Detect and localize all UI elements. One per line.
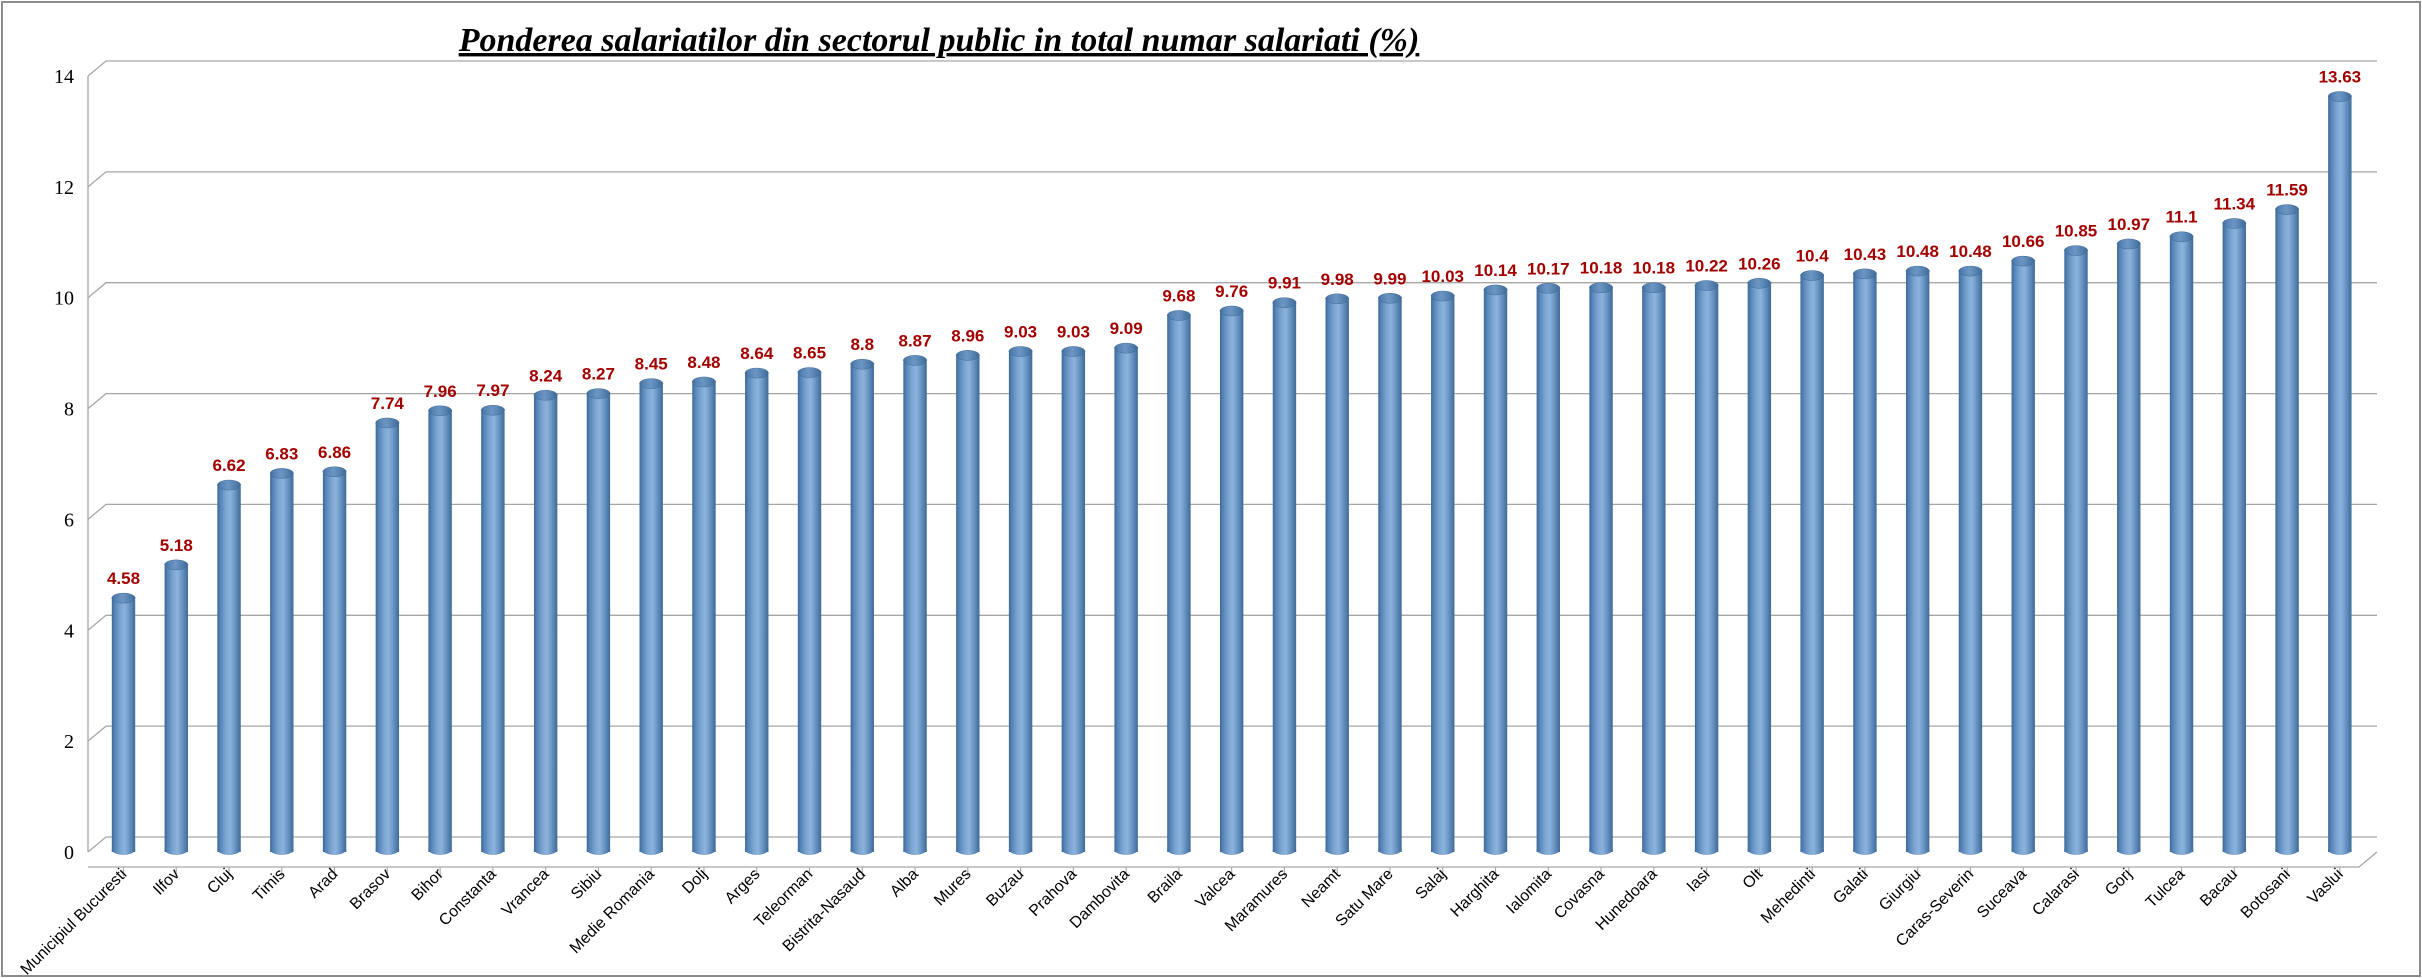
svg-text:11.34: 11.34 bbox=[2213, 194, 2255, 213]
svg-text:8.65: 8.65 bbox=[793, 344, 826, 363]
svg-text:9.99: 9.99 bbox=[1373, 269, 1406, 288]
svg-text:10.14: 10.14 bbox=[1474, 261, 1517, 280]
svg-text:10.17: 10.17 bbox=[1527, 259, 1570, 278]
svg-text:9.09: 9.09 bbox=[1110, 319, 1143, 338]
svg-text:10.48: 10.48 bbox=[1949, 242, 1992, 261]
svg-text:0: 0 bbox=[64, 842, 74, 864]
svg-text:10.43: 10.43 bbox=[1844, 245, 1887, 264]
svg-text:10: 10 bbox=[54, 288, 74, 310]
svg-text:9.03: 9.03 bbox=[1057, 322, 1090, 341]
svg-text:2: 2 bbox=[64, 731, 74, 753]
svg-text:13.63: 13.63 bbox=[2319, 68, 2362, 87]
svg-text:10.03: 10.03 bbox=[1421, 267, 1464, 286]
svg-text:7.97: 7.97 bbox=[476, 381, 509, 400]
svg-text:12: 12 bbox=[54, 177, 74, 199]
svg-text:8.24: 8.24 bbox=[529, 366, 563, 385]
svg-text:8: 8 bbox=[64, 399, 74, 421]
svg-text:Ponderea salariatilor din sect: Ponderea salariatilor din sectorul publi… bbox=[458, 22, 1420, 59]
svg-text:6.83: 6.83 bbox=[265, 444, 298, 463]
svg-text:8.64: 8.64 bbox=[740, 344, 774, 363]
svg-text:9.68: 9.68 bbox=[1162, 286, 1195, 305]
svg-text:6.86: 6.86 bbox=[318, 443, 351, 462]
svg-text:9.98: 9.98 bbox=[1321, 270, 1354, 289]
svg-text:10.66: 10.66 bbox=[2002, 232, 2045, 251]
svg-text:10.97: 10.97 bbox=[2107, 215, 2150, 234]
svg-text:10.48: 10.48 bbox=[1896, 242, 1939, 261]
svg-text:9.03: 9.03 bbox=[1004, 322, 1037, 341]
svg-text:6.62: 6.62 bbox=[212, 456, 245, 475]
svg-text:7.74: 7.74 bbox=[371, 394, 405, 413]
svg-text:8.48: 8.48 bbox=[687, 353, 720, 372]
svg-text:10.85: 10.85 bbox=[2055, 222, 2098, 241]
svg-text:10.18: 10.18 bbox=[1633, 259, 1676, 278]
svg-text:10.18: 10.18 bbox=[1580, 259, 1623, 278]
svg-text:5.18: 5.18 bbox=[160, 536, 193, 555]
svg-text:10.22: 10.22 bbox=[1685, 257, 1728, 276]
svg-text:8.45: 8.45 bbox=[635, 355, 668, 374]
svg-text:9.91: 9.91 bbox=[1268, 274, 1301, 293]
svg-text:8.87: 8.87 bbox=[899, 331, 932, 350]
svg-text:8.27: 8.27 bbox=[582, 365, 615, 384]
svg-text:11.59: 11.59 bbox=[2266, 181, 2308, 200]
svg-text:10.4: 10.4 bbox=[1796, 247, 1830, 266]
svg-text:6: 6 bbox=[64, 509, 74, 531]
svg-text:7.96: 7.96 bbox=[424, 382, 457, 401]
svg-text:4.58: 4.58 bbox=[107, 569, 140, 588]
svg-text:4: 4 bbox=[64, 620, 74, 642]
svg-text:9.76: 9.76 bbox=[1215, 282, 1248, 301]
svg-text:8.8: 8.8 bbox=[850, 335, 874, 354]
svg-text:11.1: 11.1 bbox=[2165, 208, 2197, 227]
svg-text:14: 14 bbox=[54, 66, 74, 88]
svg-text:8.96: 8.96 bbox=[951, 326, 984, 345]
svg-text:10.26: 10.26 bbox=[1738, 254, 1781, 273]
